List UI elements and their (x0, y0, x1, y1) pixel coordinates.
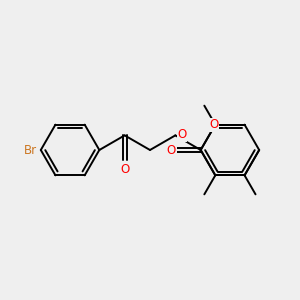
Text: O: O (209, 118, 218, 131)
Text: O: O (177, 128, 186, 141)
Text: O: O (120, 163, 129, 176)
Text: O: O (167, 143, 176, 157)
Text: Br: Br (24, 143, 37, 157)
